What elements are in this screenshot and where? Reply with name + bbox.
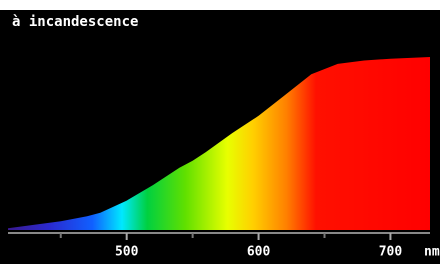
x-tick-label: 600	[247, 245, 271, 260]
top-strip	[0, 0, 440, 10]
x-tick-label: 500	[115, 245, 139, 260]
x-axis-label: nm	[424, 245, 440, 260]
page: à incandescence nm 500600700 (() => { co…	[0, 0, 440, 264]
chart: à incandescence nm 500 600 700	[0, 0, 440, 264]
spectrum-area	[8, 57, 430, 230]
x-tick-label: 700	[379, 245, 403, 260]
chart-title: à incandescence	[12, 14, 138, 30]
